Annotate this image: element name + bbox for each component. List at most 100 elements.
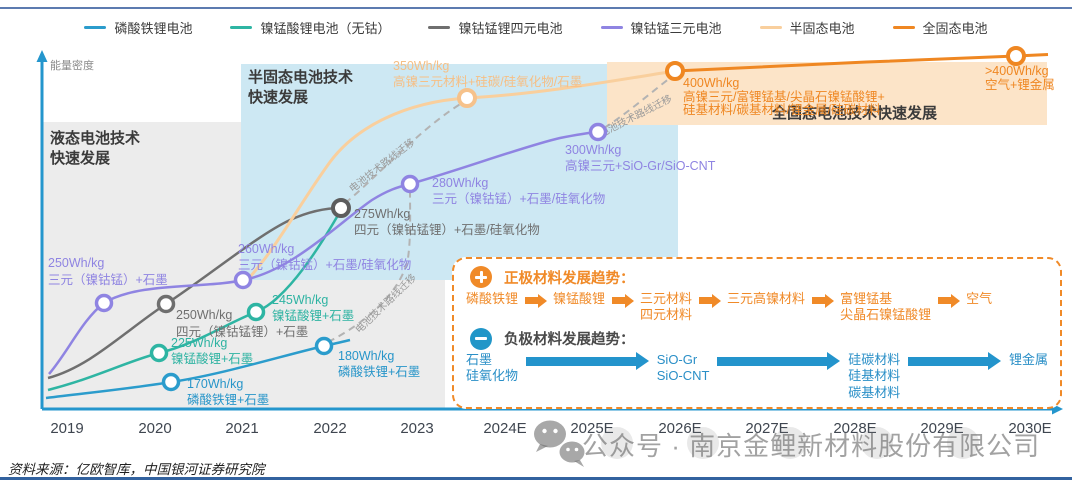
legend-label: 镍锰酸锂电池（无钴） [260,21,391,36]
point-label-desc: 磷酸铁锂+石墨 [338,364,420,379]
materials-trend-box: 正极材料发展趋势： 磷酸铁锂 镍锰酸锂 三元材料 四元材料 三元高镍材料 富锂锰… [452,257,1062,409]
legend-swatch-semisolid [759,26,782,29]
minus-icon [470,327,492,350]
legend-label: 镍钴锰锂四元电池 [458,21,563,36]
region-liquid-label-line1: 液态电池技术 [50,129,140,147]
line-semisolid [241,69,676,286]
point-label-desc: 镍锰酸锂+石墨 [171,351,253,366]
y-axis-label: 能量密度 [50,58,94,72]
cathode-step: 富锂锰基 尖晶石镍锰酸锂 [840,291,932,323]
point-label-desc: 三元（镍钴锰）+石墨 [48,272,168,287]
region-semisolid-label-line2: 快速发展 [248,88,308,106]
marker-ternary-300 [588,122,608,142]
point-label-desc: 空气+锂金属 [985,77,1055,92]
line-quaternary [47,206,342,380]
migration-line-quaternary-to-semisolid [344,102,463,204]
x-tick: 2020 [138,420,171,437]
point-label-desc: 高镍三元/富锂锰基/尖晶石镍锰酸锂+ [683,89,885,104]
arrow-right-icon [612,293,635,308]
x-tick: 2025E [570,420,613,437]
point-label-value: 180Wh/kg [338,349,394,363]
legend-swatch-quaternary [428,26,451,29]
anode-trend-row: 石墨 硅氧化物 SiO-Gr SiO-CNT 硅碳材料 硅基材料 碳基材料 锂金… [466,351,1049,403]
legend-swatch-lnmo [230,26,253,29]
point-label-value: 245Wh/kg [272,293,328,307]
marker-lfp-180 [314,336,334,356]
x-tick: 2024E [483,420,526,437]
line-lnmo [47,209,343,392]
legend-item-semisolid: 半固态电池 [759,18,855,37]
anode-step: 石墨 硅氧化物 [466,351,519,384]
legend-label: 半固态电池 [789,21,855,36]
arrow-right-icon [812,293,835,308]
line-allsolid [674,53,1049,73]
cathode-step: 三元高镍材料 [727,291,806,306]
anode-step: SiO-Gr SiO-CNT [656,351,710,384]
cathode-step: 镍锰酸锂 [553,291,606,306]
cathode-step: 三元材料 四元材料 [640,291,693,323]
cathode-trend-header: 正极材料发展趋势： [470,266,1048,288]
point-label-desc: 磷酸铁锂+石墨 [187,392,269,407]
marker-lnmo-225 [149,343,169,363]
x-tick: 2022 [313,420,346,437]
region-semisolid-label-line1: 半固态电池技术 [248,68,353,86]
anode-trend-title: 负极材料发展趋势： [504,332,635,348]
x-tick: 2029E [920,420,963,437]
point-label-desc: 镍锰酸锂+石墨 [272,308,354,323]
marker-semisolid-350 [457,88,477,108]
region-liquid-label-line2: 快速发展 [50,149,110,167]
anode-trend-header: 负极材料发展趋势： [470,327,1048,350]
top-divider [0,7,1072,9]
point-label-desc: 高镍三元+SiO-Gr/SiO-CNT [565,158,716,173]
x-tick: 2026E [658,420,701,437]
arrow-right-icon [699,293,722,308]
x-tick: 2028E [833,420,876,437]
point-label-value: 260Wh/kg [238,242,294,256]
marker-allsolid-400 [665,61,685,81]
marker-ternary-260 [233,270,253,290]
point-label-desc: 四元（镍钴锰锂）+石墨/硅氧化物 [354,222,540,237]
point-label-value: 350Wh/kg [393,59,449,73]
legend-swatch-ternary [600,26,623,29]
legend-item-quaternary: 镍钴锰锂四元电池 [428,18,563,37]
arrow-right-icon [525,293,548,308]
point-label-desc: 三元（镍钴锰）+石墨/硅氧化物 [238,257,411,272]
legend-label: 镍钴锰三元电池 [630,21,722,36]
marker-ternary-280 [400,174,420,194]
cathode-step: 空气 [966,291,993,306]
point-label-value: 300Wh/kg [565,143,621,157]
x-tick: 2023 [400,420,433,437]
y-axis-arrow-icon [36,50,48,62]
point-label-value: 225Wh/kg [171,336,227,350]
point-label-value: 400Wh/kg [683,76,739,90]
legend-swatch-lfp [84,26,107,29]
migration-line-ternary-to-allsolid [603,77,671,129]
point-label-value: 280Wh/kg [432,176,488,190]
cathode-trend-row: 磷酸铁锂 镍锰酸锂 三元材料 四元材料 三元高镍材料 富锂锰基 尖晶石镍锰酸锂 … [466,291,1048,324]
arrow-right-icon [717,351,840,370]
marker-lnmo-245 [246,302,266,322]
plus-icon [470,266,492,288]
point-label-desc: 三元（镍钴锰）+石墨/硅氧化物 [432,191,605,206]
point-label-value: 170Wh/kg [187,377,243,391]
x-tick: 2027E [745,420,788,437]
arrow-right-icon [526,351,649,370]
legend-item-allsolid: 全固态电池 [892,18,988,37]
legend-label: 全固态电池 [922,21,988,36]
cathode-trend-title: 正极材料发展趋势： [504,270,635,287]
marker-quaternary-275 [331,198,351,218]
point-label-value: 250Wh/kg [176,308,232,322]
point-label-value: >400Wh/kg [985,64,1049,78]
point-label-value: 250Wh/kg [48,256,104,270]
line-ternary [48,130,599,375]
legend: 磷酸铁锂电池 镍锰酸锂电池（无钴） 镍钴锰锂四元电池 镍钴锰三元电池 半固态电池… [0,18,1072,37]
cathode-step: 磷酸铁锂 [466,291,519,306]
arrow-right-icon [908,351,1001,370]
anode-step: 锂金属 [1009,351,1049,367]
marker-allsolid-400plus [1006,46,1026,66]
x-tick: 2019 [50,420,83,437]
marker-lfp-170 [161,372,181,392]
point-label-value: 275Wh/kg [354,207,410,221]
